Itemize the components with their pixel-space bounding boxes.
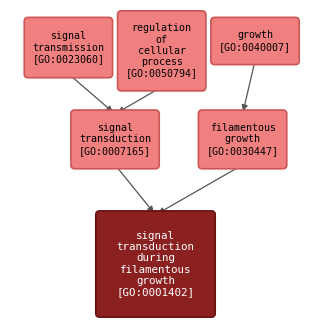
- FancyBboxPatch shape: [24, 17, 113, 78]
- Text: growth
[GO:0040007]: growth [GO:0040007]: [219, 31, 291, 51]
- Text: filamentous
growth
[GO:0030447]: filamentous growth [GO:0030447]: [207, 123, 279, 155]
- Text: signal
transmission
[GO:0023060]: signal transmission [GO:0023060]: [32, 31, 104, 64]
- FancyBboxPatch shape: [198, 110, 287, 169]
- Text: signal
transduction
during
filamentous
growth
[GO:0001402]: signal transduction during filamentous g…: [117, 231, 194, 297]
- Text: regulation
of
cellular
process
[GO:0050794]: regulation of cellular process [GO:00507…: [126, 23, 198, 78]
- Text: signal
transduction
[GO:0007165]: signal transduction [GO:0007165]: [79, 123, 151, 155]
- FancyBboxPatch shape: [211, 17, 299, 65]
- FancyBboxPatch shape: [118, 11, 206, 91]
- FancyBboxPatch shape: [71, 110, 159, 169]
- FancyBboxPatch shape: [96, 211, 215, 317]
